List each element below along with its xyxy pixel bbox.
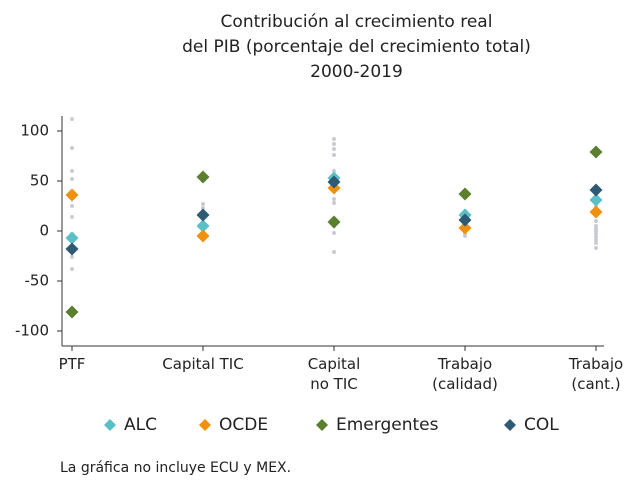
country-dot [201, 206, 205, 210]
diamond [196, 170, 210, 184]
legend-marker [104, 419, 116, 431]
diamond [458, 221, 472, 235]
legend-label: COL [524, 415, 559, 435]
country-dot [70, 146, 74, 150]
diamond [589, 193, 603, 207]
diamond [327, 215, 341, 229]
diamond [65, 188, 79, 202]
legend-label: Emergentes [336, 415, 439, 435]
x-tick-label: Trabajo (cant.) [568, 355, 624, 393]
y-tick-label: 100 [20, 122, 49, 140]
y-tick-label: 0 [39, 222, 49, 240]
country-dot [70, 215, 74, 219]
country-dot [332, 147, 336, 151]
country-dot [70, 169, 74, 173]
country-dot [594, 235, 598, 239]
country-dot [201, 202, 205, 206]
country-dot [332, 197, 336, 201]
x-tick-label: Trabajo (calidad) [432, 355, 498, 393]
diamond [327, 175, 341, 189]
country-dot [594, 241, 598, 245]
diamond [458, 213, 472, 227]
x-tick-label: PTF [58, 355, 86, 373]
diamond [196, 219, 210, 233]
diamond [65, 305, 79, 319]
country-dot [594, 219, 598, 223]
diamond [589, 205, 603, 219]
legend-marker [199, 419, 211, 431]
diamond [65, 242, 79, 256]
country-dot [70, 177, 74, 181]
country-dot [463, 234, 467, 238]
legend-label: ALC [124, 415, 157, 435]
y-tick-label: 50 [30, 172, 49, 190]
country-dot [332, 153, 336, 157]
country-dot [332, 137, 336, 141]
country-dot [594, 229, 598, 233]
x-tick-label: Capital TIC [162, 355, 244, 373]
legend-marker [504, 419, 516, 431]
country-dot [332, 201, 336, 205]
country-dot [594, 224, 598, 228]
country-dot [332, 169, 336, 173]
country-dot [332, 142, 336, 146]
legend-label: OCDE [219, 415, 268, 435]
diamond [458, 187, 472, 201]
y-tick-label: -100 [15, 322, 49, 340]
y-tick-label: -50 [25, 272, 50, 290]
country-dot [594, 246, 598, 250]
chart-title: Contribución al crecimiento real del PIB… [182, 12, 531, 82]
note: La gráfica no incluye ECU y MEX. [60, 460, 292, 476]
country-dot [70, 204, 74, 208]
country-dot [594, 238, 598, 242]
country-dot [70, 267, 74, 271]
country-dot [332, 231, 336, 235]
country-dot [70, 255, 74, 259]
diamond [589, 183, 603, 197]
diamond [589, 145, 603, 159]
country-dot [332, 250, 336, 254]
diamond [196, 229, 210, 243]
legend-marker [316, 419, 328, 431]
x-tick-label: Capital no TIC [307, 355, 361, 393]
diamond [65, 231, 79, 245]
country-dot [594, 232, 598, 236]
country-dot [70, 117, 74, 121]
diamond [196, 208, 210, 222]
